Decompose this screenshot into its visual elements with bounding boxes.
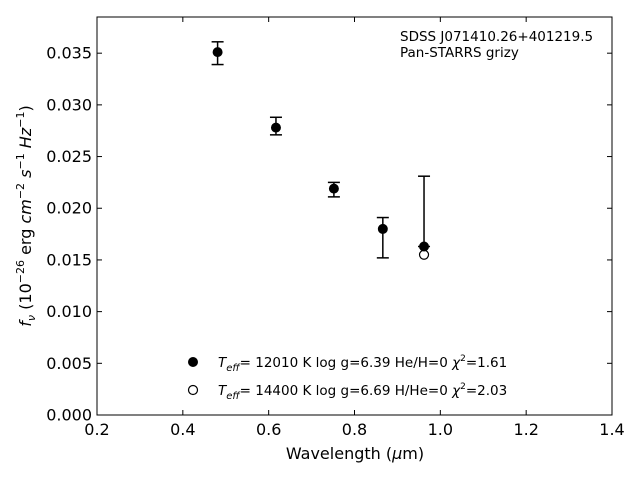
y-tick-label: 0.030 <box>46 95 92 114</box>
legend-marker-filled <box>188 357 198 367</box>
model-point-filled <box>270 122 281 133</box>
legend: Teff= 12010 K log g=6.39 He/H=0 χ2=1.61 … <box>187 354 507 402</box>
x-tick-label: 1.0 <box>428 420 453 439</box>
y-tick-label: 0.005 <box>46 354 92 373</box>
x-tick-label: 0.8 <box>342 420 367 439</box>
y-tick-label: 0.015 <box>46 250 92 269</box>
legend-marker-open <box>187 384 199 396</box>
legend-entry-2: Teff= 14400 K log g=6.69 H/He=0 χ2=2.03 <box>218 382 507 402</box>
x-tick-label: 0.4 <box>170 420 195 439</box>
legend-entry-1: Teff= 12010 K log g=6.39 He/H=0 χ2=1.61 <box>218 354 507 374</box>
y-tick-label: 0.020 <box>46 199 92 218</box>
x-tick-label: 1.2 <box>513 420 538 439</box>
x-axis: 0.2 0.4 0.6 0.8 1.0 1.2 1.4 <box>84 17 625 439</box>
x-tick-label: 0.6 <box>256 420 281 439</box>
error-bars <box>211 41 431 259</box>
model-point-open <box>418 249 430 260</box>
y-axis-title: fν (10−26 erg cm−2 s−1 Hz−1) <box>14 105 38 326</box>
x-axis-title: Wavelength (μm) <box>286 444 424 463</box>
y-tick-label: 0.000 <box>46 406 92 425</box>
y-axis: 0.000 0.005 0.010 0.015 0.020 0.025 0.030 0.035 <box>46 44 612 425</box>
x-tick-label: 1.4 <box>599 420 624 439</box>
data-markers <box>212 47 430 260</box>
object-name-label: SDSS J071410.26+401219.5 <box>400 29 593 45</box>
y-tick-label: 0.035 <box>46 44 92 63</box>
model-point-filled <box>377 223 388 234</box>
y-tick-label: 0.010 <box>46 302 92 321</box>
model-point-filled <box>212 47 223 58</box>
model-point-filled <box>328 183 339 194</box>
x-tick-label: 0.2 <box>84 420 109 439</box>
survey-label: Pan-STARRS grizy <box>400 45 519 61</box>
model-point-filled <box>419 241 430 252</box>
y-tick-label: 0.025 <box>46 147 92 166</box>
